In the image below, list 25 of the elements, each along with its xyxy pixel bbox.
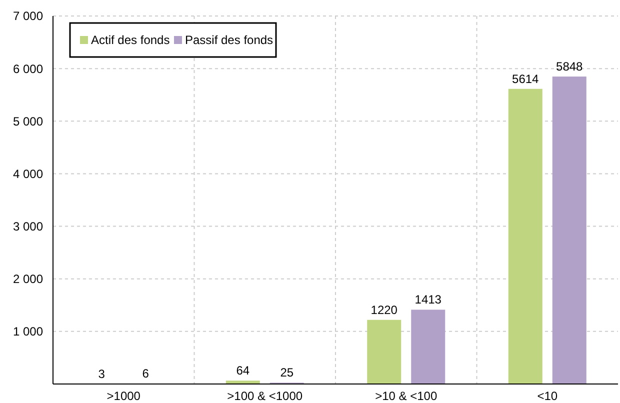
bar [411,310,446,384]
data-label: 3 [98,366,106,381]
data-label: 64 [236,364,250,378]
bar [552,76,586,384]
y-tick-label: 3 000 [12,219,44,234]
x-tick-label: >100 & <1000 [227,389,303,403]
data-label: 25 [280,366,294,380]
y-tick-label: 7 000 [12,9,44,24]
bar [508,88,542,384]
y-tick-label: 2 000 [12,272,44,286]
data-label: 6 [142,366,150,381]
data-label: 1220 [370,302,398,317]
legend-label: Passif des fonds [185,33,274,48]
y-tick-label: 5 000 [12,114,44,128]
data-label: 5614 [512,72,540,86]
data-label: 5848 [556,60,584,74]
x-tick-label: >1000 [106,389,141,403]
data-label: 1413 [414,292,442,307]
x-tick-label: >10 & <100 [375,389,438,403]
y-tick-label: 6 000 [12,62,44,76]
y-tick-label: 4 000 [12,166,44,181]
x-tick-label: <10 [537,389,558,403]
legend-label: Actif des fonds [91,33,170,48]
bar [367,320,402,384]
y-tick-label: 1 000 [12,324,44,339]
